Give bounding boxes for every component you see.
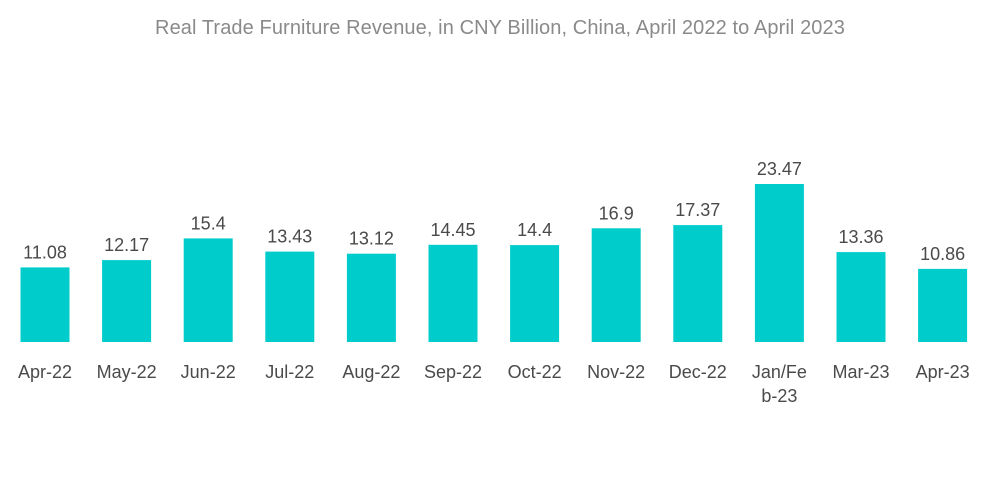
x-tick-label-Jun-22: Jun-22: [181, 362, 236, 382]
x-tick-label-Mar-23: Mar-23: [832, 362, 889, 382]
bar-Mar-23: [836, 252, 886, 342]
data-label-Jul-22: 13.43: [267, 227, 312, 247]
bar-Jun-22: [183, 238, 233, 342]
data-label-Apr-23: 10.86: [920, 244, 965, 264]
x-tick-label-Sep-22: Sep-22: [424, 362, 482, 382]
bar-Nov-22: [591, 228, 641, 342]
bar-Aug-22: [346, 253, 396, 342]
data-label-Sep-22: 14.45: [430, 220, 475, 240]
data-label-Jun-22: 15.4: [191, 213, 226, 233]
x-tick-label-Apr-22: Apr-22: [18, 362, 72, 382]
x-tick-label-Apr-23: Apr-23: [916, 362, 970, 382]
data-label-Nov-22: 16.9: [599, 203, 634, 223]
data-label-Jan/Feb-23: 23.47: [757, 159, 802, 179]
x-tick-label-Jul-22: Jul-22: [265, 362, 314, 382]
x-tick-label-Aug-22: Aug-22: [342, 362, 400, 382]
data-label-Dec-22: 17.37: [675, 200, 720, 220]
data-label-Apr-22: 11.08: [23, 242, 67, 262]
data-label-May-22: 12.17: [104, 235, 149, 255]
chart-title: Real Trade Furniture Revenue, in CNY Bil…: [155, 17, 845, 39]
data-label-Oct-22: 14.4: [517, 220, 552, 240]
x-tick-label-May-22: May-22: [97, 362, 157, 382]
bar-Jan/Feb-23: [754, 184, 804, 342]
x-tick-label-Jan/Feb-23: Jan/Fe b-23: [752, 362, 807, 406]
data-label-Aug-22: 13.12: [349, 229, 394, 249]
x-tick-label-Nov-22: Nov-22: [587, 362, 645, 382]
x-tick-label-Dec-22: Dec-22: [669, 362, 727, 382]
bar-Jul-22: [265, 251, 315, 342]
data-label-Mar-23: 13.36: [838, 227, 883, 247]
bar-Apr-23: [918, 268, 968, 342]
bar-Sep-22: [428, 244, 478, 342]
bar-Dec-22: [673, 225, 723, 342]
bar-May-22: [102, 260, 152, 342]
bar-Apr-22: [20, 267, 70, 342]
bar-Oct-22: [510, 245, 560, 342]
x-tick-label-Oct-22: Oct-22: [508, 362, 562, 382]
